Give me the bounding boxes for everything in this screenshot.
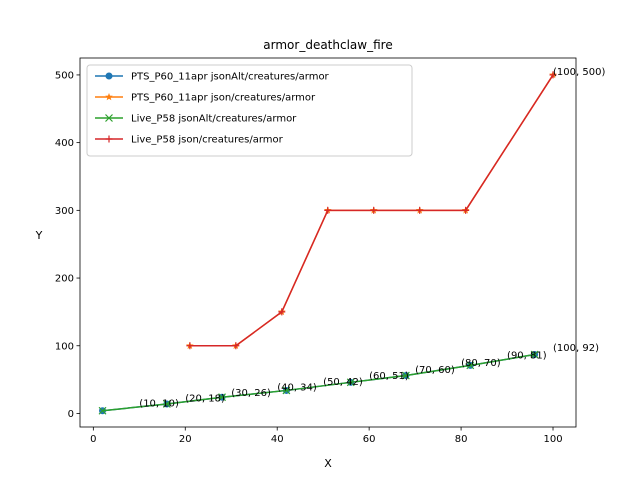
data-point <box>278 308 286 316</box>
data-point <box>105 114 113 122</box>
data-point <box>416 206 424 214</box>
legend-entry: Live_P58 json/creatures/armor <box>95 135 284 146</box>
y-axis-label: Y <box>35 229 43 242</box>
data-label: (20, 18) <box>185 393 225 404</box>
y-tick-label: 400 <box>55 138 74 149</box>
series <box>186 71 557 350</box>
axes-frame <box>79 57 577 428</box>
plot-area <box>98 70 557 415</box>
legend-entry: PTS_P60_11apr json/creatures/armor <box>95 93 316 104</box>
data-label: (100, 92) <box>553 343 599 354</box>
legend-label: PTS_P60_11apr json/creatures/armor <box>131 93 316 104</box>
data-point <box>105 135 113 143</box>
data-point <box>466 361 475 370</box>
y-axis: 0 100 200 300 400 500 <box>55 70 80 420</box>
y-tick-label: 500 <box>55 70 74 81</box>
series-line <box>102 353 535 412</box>
data-label: (90, 81) <box>507 351 547 362</box>
y-tick-label: 300 <box>55 206 74 217</box>
data-point <box>370 206 378 214</box>
data-label: (30, 26) <box>231 388 271 399</box>
legend: PTS_P60_11apr jsonAlt/creatures/armor PTS… <box>86 64 413 157</box>
data-point <box>462 206 470 214</box>
data-point <box>282 386 291 395</box>
data-point <box>232 342 240 350</box>
x-axis-label: X <box>324 457 332 470</box>
data-label: (80, 70) <box>461 358 501 369</box>
legend-label: Live_P58 jsonAlt/creatures/armor <box>131 114 297 125</box>
data-label: (40, 34) <box>277 382 317 393</box>
data-point <box>346 378 355 387</box>
legend-entry: Live_P58 jsonAlt/creatures/armor <box>95 114 297 125</box>
x-tick-label: 100 <box>543 434 562 445</box>
x-tick-label: 40 <box>271 434 284 445</box>
data-point <box>186 342 194 350</box>
data-point <box>549 71 557 79</box>
x-tick-label: 20 <box>179 434 192 445</box>
data-point <box>98 406 107 415</box>
legend-label: Live_P58 json/creatures/armor <box>131 135 284 146</box>
y-tick-label: 200 <box>55 274 74 285</box>
data-point <box>401 371 410 380</box>
data-label: (50, 42) <box>323 377 363 388</box>
legend-box <box>86 64 413 157</box>
series <box>98 350 539 415</box>
data-label: (70, 60) <box>415 365 455 376</box>
data-label: (60, 51) <box>369 371 409 382</box>
x-tick-label: 60 <box>363 434 376 445</box>
data-label: (100, 500) <box>553 67 605 78</box>
data-point <box>218 393 226 402</box>
y-tick-label: 100 <box>55 341 74 352</box>
legend-entry: PTS_P60_11apr jsonAlt/creatures/armor <box>95 72 330 83</box>
x-axis: 0 20 40 60 80 100 <box>90 427 563 445</box>
legend-label: PTS_P60_11apr jsonAlt/creatures/armor <box>131 72 330 83</box>
data-label: (10, 10) <box>139 399 179 410</box>
point-annotations: (10, 10) (20, 18) (30, 26) (40, 34) (50, 42)… <box>139 67 605 410</box>
data-point <box>105 93 113 101</box>
chart-title: armor_deathclaw_fire <box>263 38 392 52</box>
x-tick-label: 80 <box>455 434 468 445</box>
series-line <box>189 74 554 347</box>
data-point <box>162 400 171 408</box>
data-point <box>324 206 332 214</box>
y-tick-label: 0 <box>68 409 74 420</box>
data-point <box>105 72 113 80</box>
x-tick-label: 0 <box>90 434 96 445</box>
data-point <box>530 350 539 359</box>
